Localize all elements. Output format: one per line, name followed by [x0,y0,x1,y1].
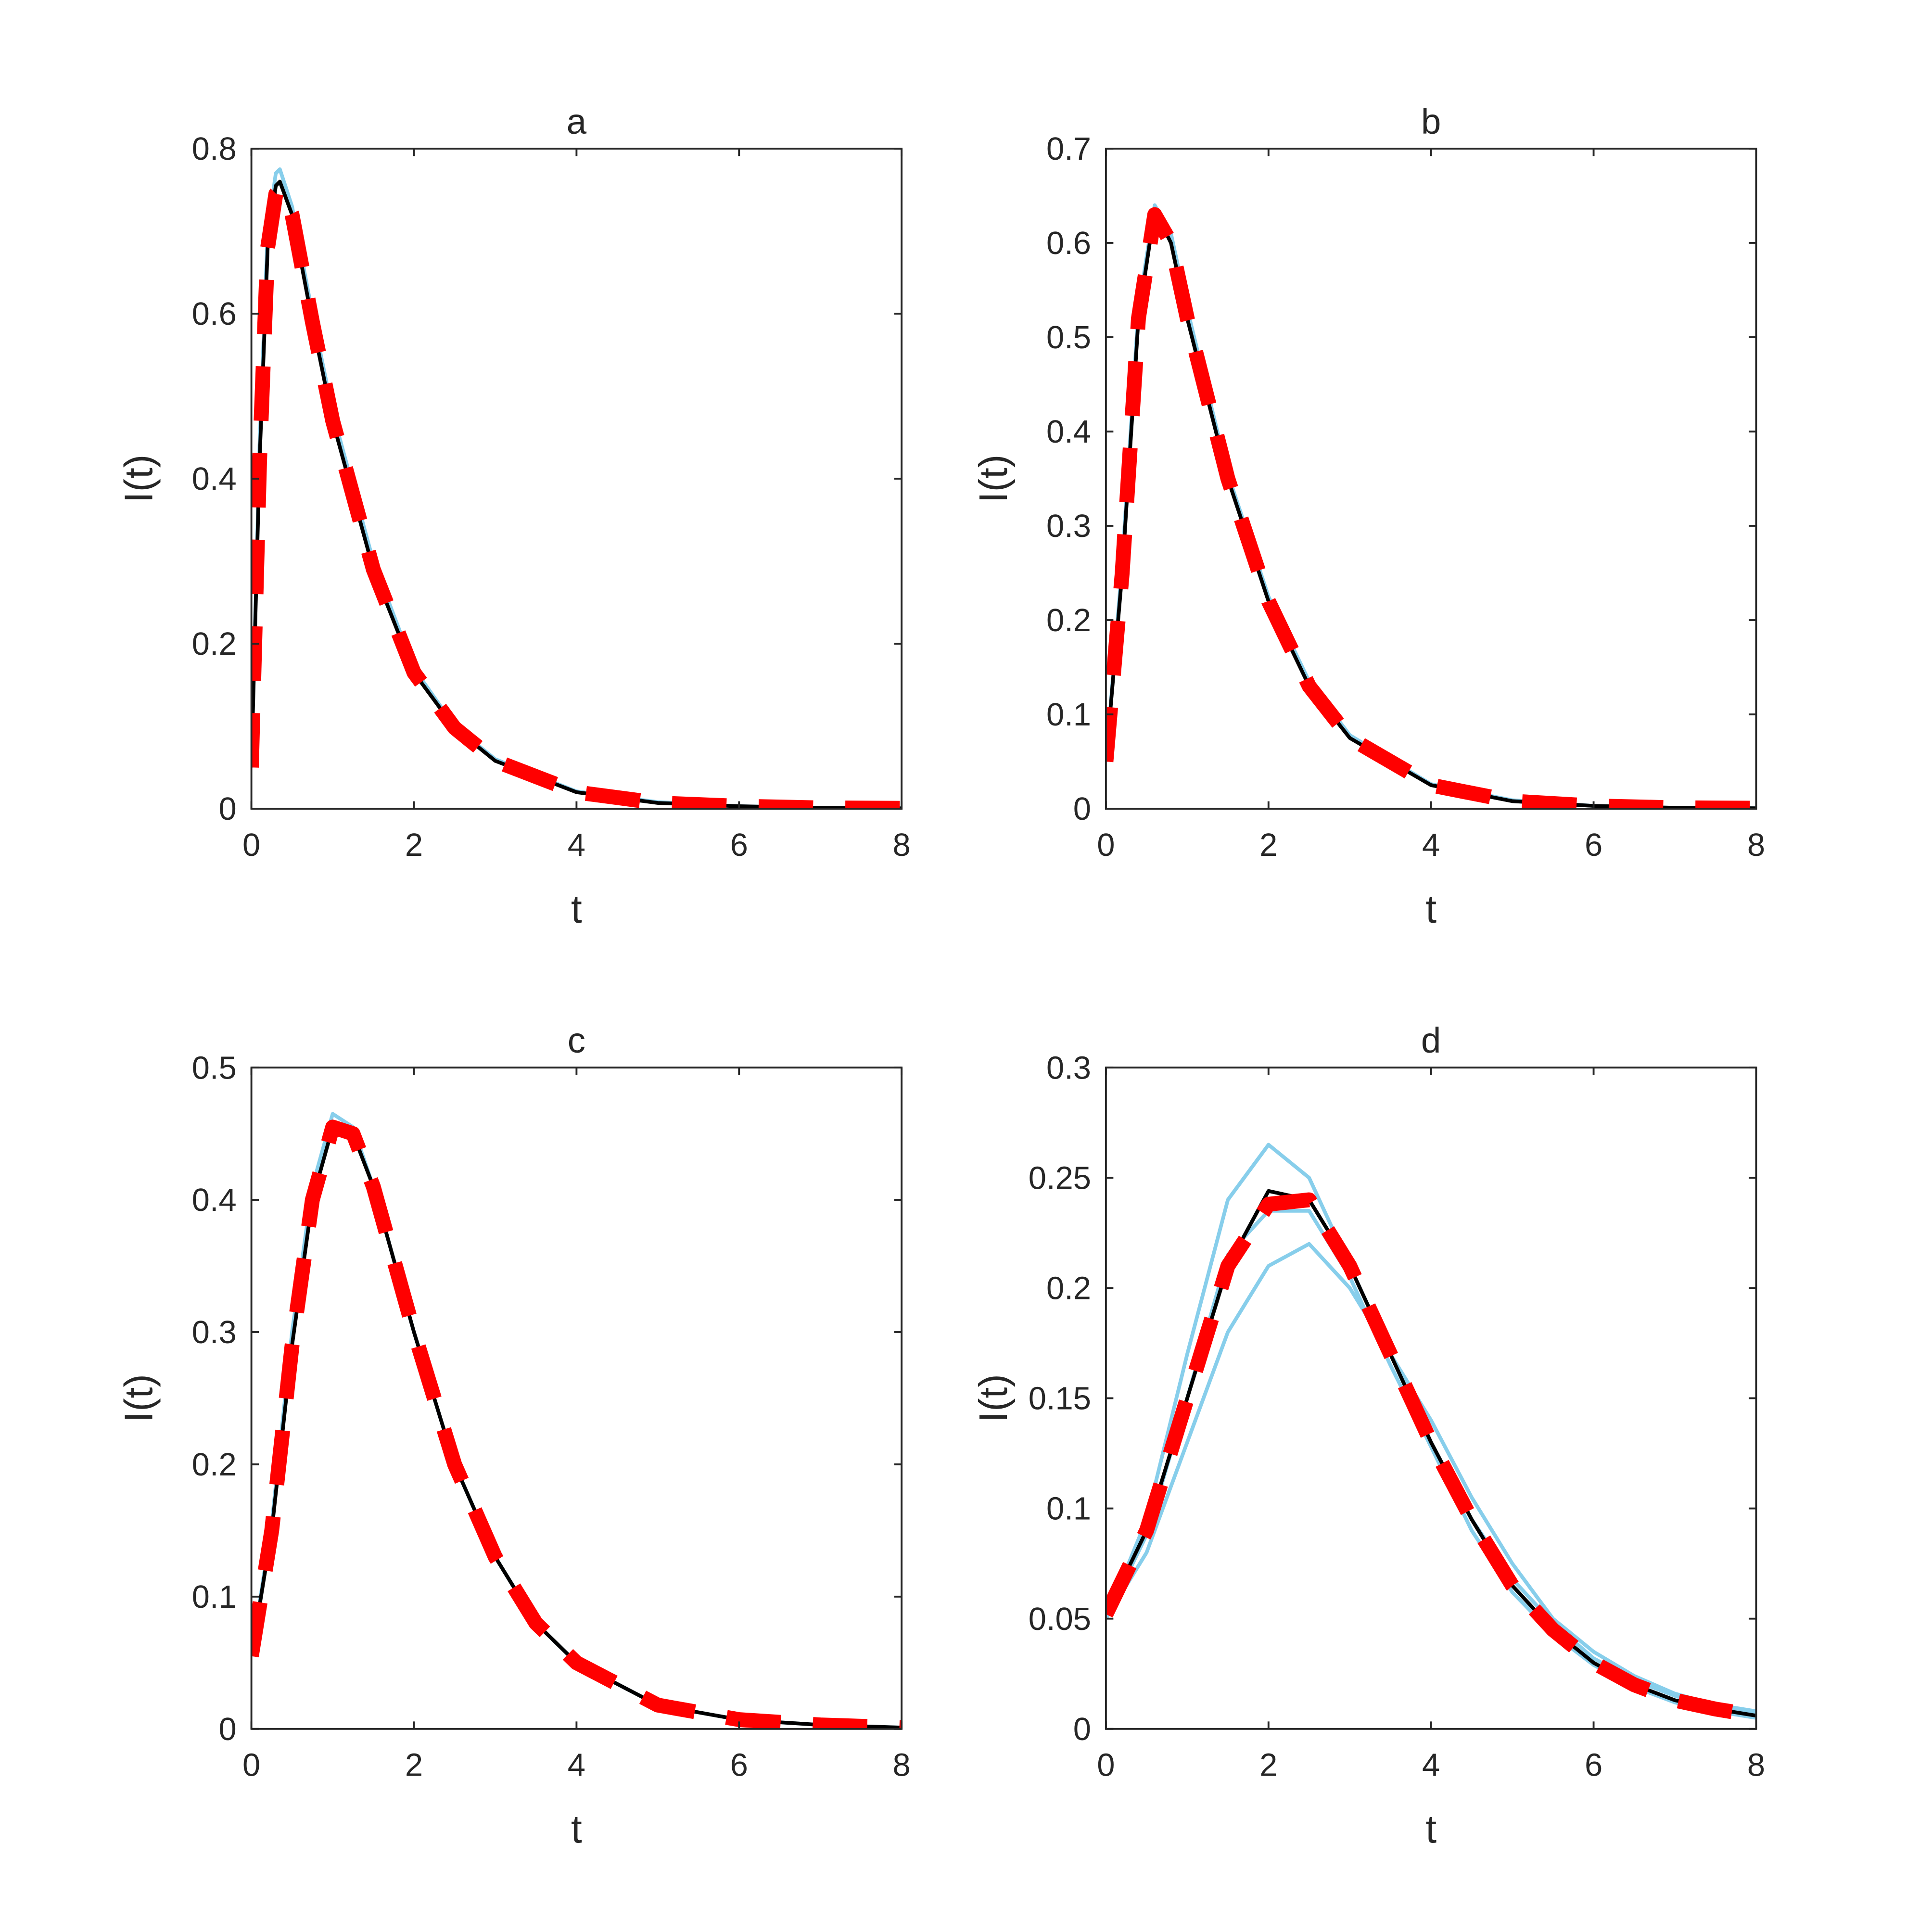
y-tick-label: 0.2 [1046,1271,1091,1307]
x-tick-label: 8 [1747,827,1765,863]
x-axis-label: t [1425,887,1436,931]
y-tick-label: 0.25 [1029,1160,1091,1196]
x-tick-label: 0 [242,1747,260,1783]
y-tick-label: 0.05 [1029,1601,1091,1637]
x-tick-label: 2 [1259,827,1277,863]
y-tick-label: 0.3 [1046,508,1091,544]
y-tick-label: 0.2 [1046,602,1091,638]
y-tick-label: 0.1 [1046,1491,1091,1527]
chart-title: d [1421,1020,1441,1060]
x-tick-label: 4 [1422,827,1440,863]
x-tick-label: 4 [568,1747,585,1783]
y-tick-label: 0.6 [192,296,237,332]
dashed-line [1106,207,1756,809]
x-tick-label: 4 [1422,1747,1440,1783]
x-tick-label: 6 [730,827,748,863]
chart-title: c [568,1020,585,1060]
y-axis-label: I(t) [117,1374,161,1423]
x-tick-label: 0 [1097,1747,1115,1783]
y-tick-label: 0.5 [1046,319,1091,356]
y-tick-label: 0 [1073,1711,1091,1747]
dashed-line [251,1119,902,1729]
x-axis-label: t [571,1807,582,1852]
y-tick-label: 0.4 [192,461,237,497]
y-tick-label: 0.4 [192,1182,237,1218]
chart-title: b [1421,101,1441,141]
y-tick-label: 0.1 [1046,697,1091,733]
x-tick-label: 0 [242,827,260,863]
y-tick-label: 0 [1073,791,1091,827]
x-tick-label: 8 [1747,1747,1765,1783]
y-tick-label: 0.2 [192,626,237,662]
y-tick-label: 0.6 [1046,225,1091,261]
y-axis-label: I(t) [971,455,1016,503]
y-tick-label: 0.4 [1046,414,1091,450]
y-tick-label: 0.2 [192,1447,237,1483]
y-tick-label: 0.3 [192,1314,237,1350]
y-tick-label: 0 [218,1711,236,1747]
y-axis-label: I(t) [971,1374,1016,1423]
x-tick-label: 8 [893,827,911,863]
x-tick-label: 2 [405,1747,423,1783]
dashed-line [1106,1192,1756,1723]
x-tick-label: 4 [568,827,585,863]
x-tick-label: 6 [1585,1747,1602,1783]
y-axis-label: I(t) [117,455,161,503]
x-tick-label: 0 [1097,827,1115,863]
x-axis-label: t [1425,1807,1436,1852]
y-tick-label: 0.1 [192,1579,237,1615]
y-tick-label: 0.5 [192,1050,237,1086]
x-tick-label: 6 [730,1747,748,1783]
line [1106,1242,1756,1713]
line [1106,1209,1756,1720]
chart-title: a [567,101,587,141]
dashed-line [251,182,902,809]
y-tick-label: 0.8 [192,131,237,167]
x-tick-label: 2 [1259,1747,1277,1783]
x-tick-label: 6 [1585,827,1602,863]
x-tick-label: 2 [405,827,423,863]
y-tick-label: 0.3 [1046,1050,1091,1086]
y-tick-label: 0.7 [1046,131,1091,167]
x-tick-label: 8 [893,1747,911,1783]
y-tick-label: 0.15 [1029,1381,1091,1417]
x-axis-label: t [571,887,582,931]
y-tick-label: 0 [218,791,236,827]
